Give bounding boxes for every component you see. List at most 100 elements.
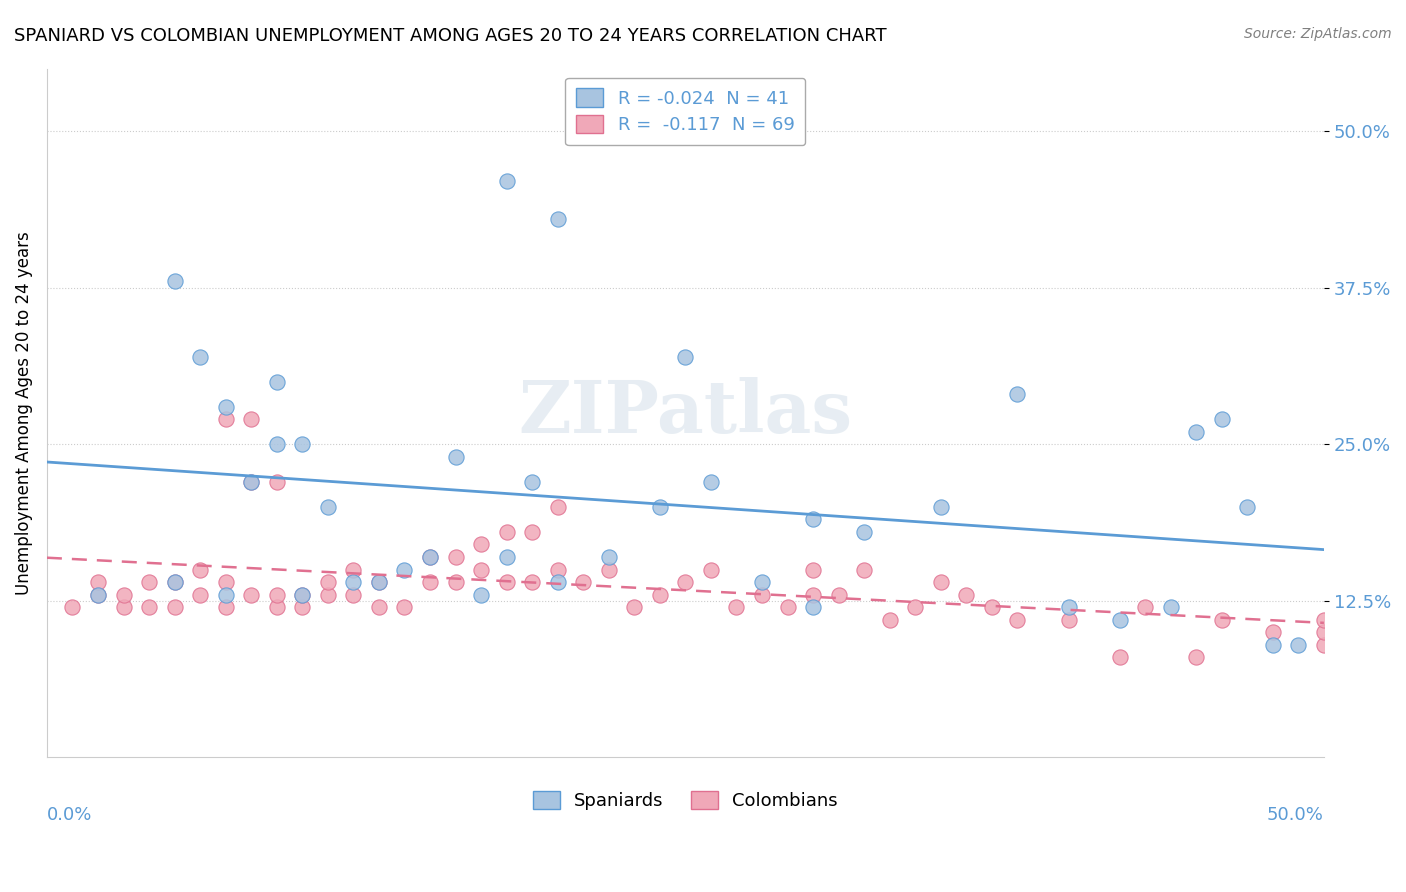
Point	[444, 575, 467, 590]
Point	[138, 575, 160, 590]
Text: ZIPatlas: ZIPatlas	[519, 377, 852, 449]
Point	[751, 575, 773, 590]
Point	[188, 350, 211, 364]
Point	[929, 575, 952, 590]
Point	[1185, 650, 1208, 665]
Text: 0.0%: 0.0%	[46, 805, 93, 823]
Point	[215, 588, 238, 602]
Point	[316, 575, 339, 590]
Point	[1313, 638, 1336, 652]
Point	[929, 500, 952, 514]
Point	[1007, 613, 1029, 627]
Point	[853, 524, 876, 539]
Point	[266, 588, 288, 602]
Point	[1057, 600, 1080, 615]
Point	[266, 600, 288, 615]
Point	[266, 375, 288, 389]
Point	[1211, 412, 1233, 426]
Point	[1057, 613, 1080, 627]
Point	[495, 575, 517, 590]
Point	[291, 600, 314, 615]
Point	[266, 475, 288, 489]
Point	[316, 500, 339, 514]
Point	[980, 600, 1002, 615]
Point	[955, 588, 977, 602]
Point	[801, 600, 824, 615]
Point	[419, 549, 441, 564]
Point	[623, 600, 645, 615]
Point	[316, 588, 339, 602]
Text: SPANIARD VS COLOMBIAN UNEMPLOYMENT AMONG AGES 20 TO 24 YEARS CORRELATION CHART: SPANIARD VS COLOMBIAN UNEMPLOYMENT AMONG…	[14, 27, 887, 45]
Point	[291, 437, 314, 451]
Point	[1133, 600, 1156, 615]
Point	[367, 575, 389, 590]
Point	[163, 275, 186, 289]
Point	[112, 600, 135, 615]
Point	[495, 549, 517, 564]
Point	[215, 412, 238, 426]
Point	[419, 575, 441, 590]
Point	[879, 613, 901, 627]
Point	[520, 524, 543, 539]
Point	[188, 562, 211, 576]
Point	[776, 600, 799, 615]
Point	[240, 412, 263, 426]
Point	[495, 524, 517, 539]
Point	[215, 575, 238, 590]
Point	[853, 562, 876, 576]
Point	[1261, 625, 1284, 640]
Point	[700, 475, 723, 489]
Point	[188, 588, 211, 602]
Point	[342, 588, 364, 602]
Y-axis label: Unemployment Among Ages 20 to 24 years: Unemployment Among Ages 20 to 24 years	[15, 231, 32, 595]
Point	[673, 350, 696, 364]
Point	[547, 562, 569, 576]
Point	[520, 475, 543, 489]
Text: Source: ZipAtlas.com: Source: ZipAtlas.com	[1244, 27, 1392, 41]
Point	[520, 575, 543, 590]
Point	[240, 475, 263, 489]
Point	[470, 537, 492, 551]
Point	[138, 600, 160, 615]
Point	[598, 549, 620, 564]
Point	[1108, 650, 1130, 665]
Point	[367, 600, 389, 615]
Point	[444, 549, 467, 564]
Point	[394, 600, 416, 615]
Point	[1313, 625, 1336, 640]
Point	[1185, 425, 1208, 439]
Point	[801, 588, 824, 602]
Point	[673, 575, 696, 590]
Point	[648, 500, 671, 514]
Point	[444, 450, 467, 464]
Point	[648, 588, 671, 602]
Point	[163, 600, 186, 615]
Point	[547, 211, 569, 226]
Point	[394, 562, 416, 576]
Point	[87, 588, 110, 602]
Point	[801, 512, 824, 526]
Point	[547, 575, 569, 590]
Point	[163, 575, 186, 590]
Point	[342, 562, 364, 576]
Point	[547, 500, 569, 514]
Point	[1313, 613, 1336, 627]
Point	[215, 400, 238, 414]
Point	[598, 562, 620, 576]
Point	[291, 588, 314, 602]
Point	[342, 575, 364, 590]
Point	[1236, 500, 1258, 514]
Point	[419, 549, 441, 564]
Point	[215, 600, 238, 615]
Point	[470, 562, 492, 576]
Point	[1160, 600, 1182, 615]
Point	[240, 475, 263, 489]
Point	[112, 588, 135, 602]
Point	[751, 588, 773, 602]
Point	[1286, 638, 1309, 652]
Point	[827, 588, 849, 602]
Point	[1108, 613, 1130, 627]
Point	[904, 600, 927, 615]
Point	[700, 562, 723, 576]
Point	[1007, 387, 1029, 401]
